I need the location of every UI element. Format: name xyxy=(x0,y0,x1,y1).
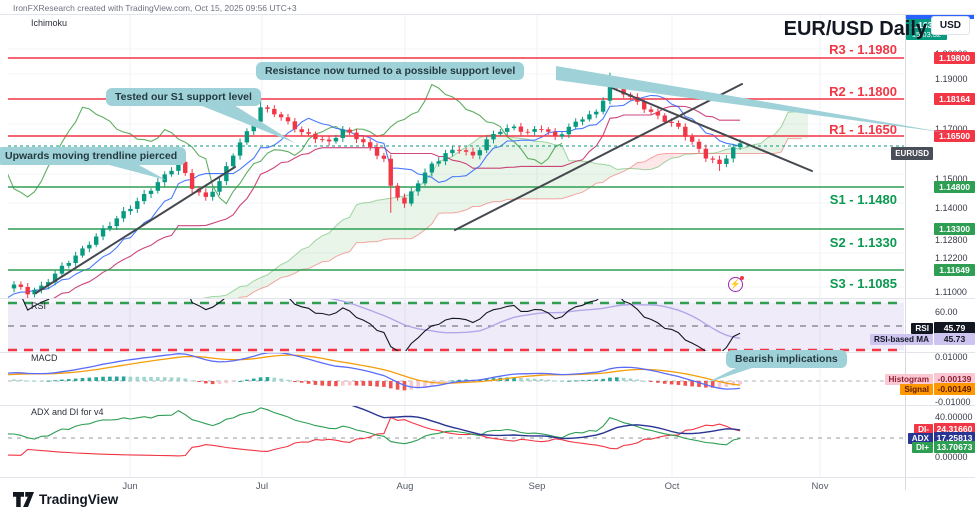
axis-badge-chip: ADX xyxy=(907,433,933,444)
price-axis-label: 60.00 xyxy=(935,307,958,317)
macd-pane-legend[interactable]: MACD xyxy=(31,353,58,363)
axis-badge-chip: DI- xyxy=(914,424,933,435)
axis-badge[interactable]: 45.79 xyxy=(934,322,975,334)
level-label-r2: R2 - 1.1800 xyxy=(829,84,897,99)
time-axis-month[interactable]: Oct xyxy=(664,481,680,492)
main-pane-legend[interactable]: Ichimoku xyxy=(31,18,68,28)
price-axis-label: 0.00000 xyxy=(935,452,968,462)
time-axis-month[interactable]: Aug xyxy=(396,481,414,492)
pane-separator xyxy=(0,14,975,15)
price-axis-label: 1.19000 xyxy=(935,74,968,84)
axis-badge[interactable]: 1.14800 xyxy=(934,181,975,193)
axis-badge[interactable]: -0.00149 xyxy=(934,383,975,395)
time-axis-month[interactable]: Jul xyxy=(255,481,269,492)
pane-separator[interactable] xyxy=(0,352,975,353)
price-axis-label: 1.11000 xyxy=(935,287,967,297)
axis-badge-chip: RSI-based MA xyxy=(869,334,933,345)
price-axis-label: 1.17000 xyxy=(935,124,968,134)
symbol-chip: EURUSD xyxy=(891,147,933,160)
time-axis-month[interactable]: Jun xyxy=(122,481,138,492)
bar-countdown: 15:03:32 xyxy=(911,30,942,39)
adx-pane-legend[interactable]: ADX and DI for v4 xyxy=(31,407,104,417)
level-label-r3: R3 - 1.1980 xyxy=(829,42,897,57)
axis-badge[interactable]: 45.73 xyxy=(934,333,975,345)
level-label-s2: S2 - 1.1330 xyxy=(829,235,897,250)
price-axis-label: 0.01000 xyxy=(935,352,968,362)
pane-separator[interactable] xyxy=(0,405,975,406)
trendline-drawing[interactable] xyxy=(454,83,743,231)
rsi-pane-legend[interactable]: RSI xyxy=(31,301,47,311)
currency-button[interactable]: USD xyxy=(930,16,970,35)
axis-badge[interactable]: -0.00139 xyxy=(934,373,975,385)
callout-annotation[interactable]: Upwards moving trendline pierced xyxy=(0,147,187,165)
pane-separator[interactable] xyxy=(0,298,975,299)
price-axis-label: 1.12200 xyxy=(935,253,968,263)
callout-tail xyxy=(192,95,295,143)
callout-tail xyxy=(556,66,948,133)
callout-tail xyxy=(98,159,166,180)
axis-badge-chip: DI+ xyxy=(912,442,933,453)
axis-badge-chip: Histogram xyxy=(884,374,933,385)
axis-badge-chip: RSI xyxy=(911,323,933,334)
callout-annotation[interactable]: Resistance now turned to a possible supp… xyxy=(256,62,525,80)
price-axis-label: 1.12800 xyxy=(935,235,968,245)
level-label-r1: R1 - 1.1650 xyxy=(829,122,897,137)
price-axis[interactable]: 1.200001.190001.170001.150001.140001.128… xyxy=(869,14,975,490)
price-axis-label: 1.14000 xyxy=(935,203,968,213)
time-axis-month[interactable]: Nov xyxy=(811,481,829,492)
axis-badge[interactable]: 13.70673 xyxy=(934,441,975,453)
tradingview-logo-text: TradingView xyxy=(39,492,119,507)
trendline-drawing[interactable] xyxy=(35,166,236,294)
level-label-s3: S3 - 1.1085 xyxy=(829,276,897,291)
tradingview-logo[interactable]: TradingView xyxy=(13,492,118,507)
symbol-title: EUR/USD Daily xyxy=(783,18,927,40)
axis-badge-chip: Signal xyxy=(900,384,933,395)
axis-badge[interactable]: 1.18164 xyxy=(934,93,975,105)
axis-badge[interactable]: 1.13300 xyxy=(934,223,975,235)
tradingview-logo-icon xyxy=(13,492,34,507)
price-axis-label: 40.00000 xyxy=(935,412,973,422)
trendline-drawing[interactable] xyxy=(611,87,813,172)
axis-badge[interactable]: 1.19800 xyxy=(934,52,975,64)
attribution-text: IronFXResearch created with TradingView.… xyxy=(13,3,297,13)
time-axis-month[interactable]: Sep xyxy=(528,481,546,492)
time-axis-separator xyxy=(0,477,975,478)
axis-badge[interactable]: 1.11649 xyxy=(934,264,975,276)
callout-tail xyxy=(704,366,758,384)
level-label-s1: S1 - 1.1480 xyxy=(829,192,897,207)
axis-badge[interactable]: 1.16500 xyxy=(934,130,975,142)
current-price-value: 1.16347 xyxy=(910,20,943,30)
price-axis-label: 1.15000 xyxy=(935,174,968,184)
price-axis-label: -0.01000 xyxy=(935,397,971,407)
flash-icon[interactable]: ⚡ xyxy=(728,276,744,292)
callout-annotation[interactable]: Tested our S1 support level xyxy=(106,88,261,106)
